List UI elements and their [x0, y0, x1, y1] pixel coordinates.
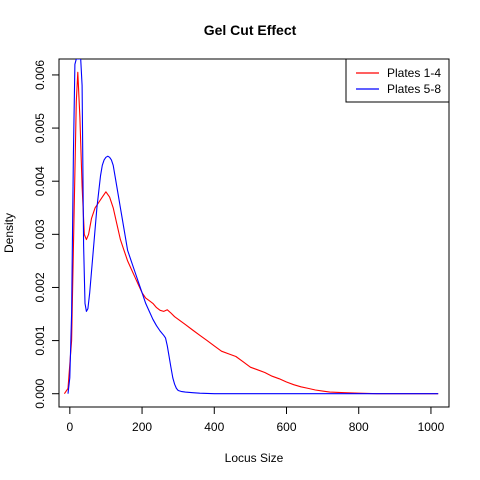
y-axis-label: Density [2, 213, 16, 253]
x-tick-label: 1000 [418, 420, 445, 434]
legend-box [345, 58, 450, 103]
y-tick-label: 0.002 [33, 272, 47, 302]
x-tick-label: 400 [204, 420, 224, 434]
series-line-plates-1-4 [63, 71, 439, 395]
x-tick-label: 0 [66, 420, 73, 434]
x-axis-label: Locus Size [225, 451, 284, 465]
y-axis: 0.000 0.001 0.002 0.003 0.004 0.005 0.006 [33, 60, 60, 409]
legend: Plates 1-4 Plates 5-8 [345, 58, 450, 103]
x-tick-label: 800 [349, 420, 369, 434]
chart-title: Gel Cut Effect [204, 22, 297, 38]
legend-label-plates-1-4: Plates 1-4 [387, 66, 441, 80]
y-tick-label: 0.000 [33, 378, 47, 408]
y-tick-label: 0.004 [33, 166, 47, 196]
series-line-plates-5-8 [67, 59, 439, 395]
y-tick-label: 0.001 [33, 325, 47, 355]
x-axis: 0 200 400 600 800 1000 [66, 406, 445, 434]
x-tick-label: 600 [276, 420, 296, 434]
legend-label-plates-5-8: Plates 5-8 [387, 82, 441, 96]
x-tick-label: 200 [132, 420, 152, 434]
y-tick-label: 0.005 [33, 113, 47, 143]
series-lines [63, 59, 439, 395]
y-tick-label: 0.006 [33, 60, 47, 90]
y-tick-label: 0.003 [33, 219, 47, 249]
plot-frame [58, 58, 450, 408]
